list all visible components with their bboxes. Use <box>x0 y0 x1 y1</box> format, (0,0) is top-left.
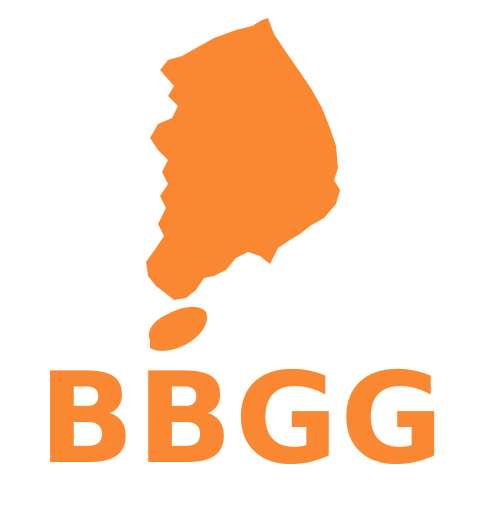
south-korea-map-icon <box>146 18 340 351</box>
jeju-island-shape <box>148 306 208 351</box>
brand-wordmark: BBGG <box>38 345 446 492</box>
mainland-shape <box>146 18 340 300</box>
